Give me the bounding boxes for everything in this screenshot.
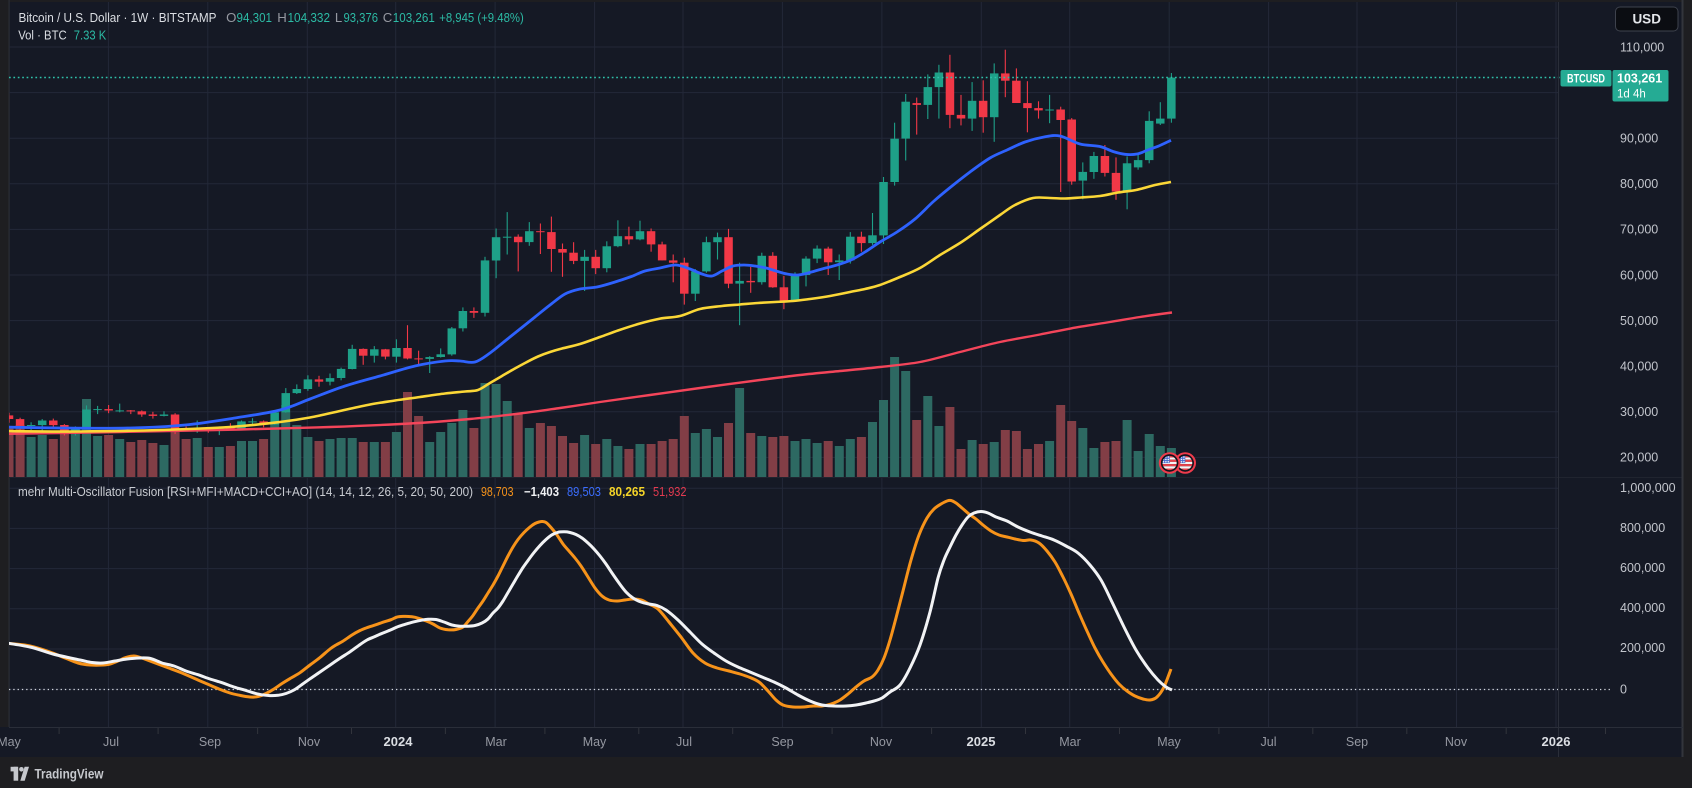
svg-text:70,000: 70,000 <box>1620 223 1658 237</box>
svg-text:98,703: 98,703 <box>481 485 514 499</box>
svg-text:Vol · BTC: Vol · BTC <box>18 28 66 43</box>
svg-text:H: H <box>277 10 287 25</box>
svg-text:1d 4h: 1d 4h <box>1617 89 1646 101</box>
svg-text:40,000: 40,000 <box>1620 360 1658 374</box>
svg-text:104,332: 104,332 <box>288 10 331 25</box>
svg-text:0: 0 <box>1620 683 1627 697</box>
svg-text:89,503: 89,503 <box>567 485 601 499</box>
svg-text:94,301: 94,301 <box>237 10 273 25</box>
svg-text:30,000: 30,000 <box>1620 405 1658 419</box>
svg-text:Sep: Sep <box>771 735 793 749</box>
svg-text:93,376: 93,376 <box>344 10 379 25</box>
svg-text:Mar: Mar <box>485 735 507 749</box>
svg-text:60,000: 60,000 <box>1620 268 1658 282</box>
svg-text:May: May <box>1157 735 1181 749</box>
svg-text:USD: USD <box>1632 12 1661 27</box>
svg-text:7.33 K: 7.33 K <box>74 28 107 43</box>
svg-text:May: May <box>583 735 607 749</box>
svg-text:May: May <box>0 735 22 749</box>
svg-text:2025: 2025 <box>967 734 996 749</box>
svg-text:80,265: 80,265 <box>609 485 645 499</box>
svg-text:TradingView: TradingView <box>35 766 104 781</box>
svg-text:20,000: 20,000 <box>1620 451 1658 465</box>
svg-text:50,000: 50,000 <box>1620 314 1658 328</box>
svg-text:O: O <box>226 10 236 25</box>
svg-text:L: L <box>335 10 342 25</box>
svg-text:800,000: 800,000 <box>1620 521 1665 535</box>
svg-text:103,261: 103,261 <box>1617 71 1662 85</box>
svg-text:Bitcoin / U.S. Dollar · 1W · B: Bitcoin / U.S. Dollar · 1W · BITSTAMP <box>19 10 217 25</box>
svg-text:Nov: Nov <box>870 735 893 749</box>
svg-text:2026: 2026 <box>1542 734 1571 749</box>
svg-text:90,000: 90,000 <box>1620 132 1658 146</box>
svg-text:Sep: Sep <box>1346 735 1368 749</box>
svg-text:Mar: Mar <box>1059 735 1081 749</box>
svg-text:+8,945 (+9.48%): +8,945 (+9.48%) <box>439 10 524 25</box>
svg-text:−1,403: −1,403 <box>524 485 559 499</box>
svg-text:BTCUSD: BTCUSD <box>1567 74 1605 86</box>
svg-text:C: C <box>383 10 393 25</box>
svg-text:51,932: 51,932 <box>653 485 687 499</box>
svg-text:103,261: 103,261 <box>393 10 435 25</box>
svg-text:Nov: Nov <box>298 735 321 749</box>
svg-text:400,000: 400,000 <box>1620 601 1665 615</box>
svg-text:Jul: Jul <box>103 735 119 749</box>
svg-text:1,000,000: 1,000,000 <box>1620 481 1676 495</box>
svg-text:80,000: 80,000 <box>1620 177 1658 191</box>
svg-text:600,000: 600,000 <box>1620 561 1665 575</box>
svg-text:2024: 2024 <box>384 734 414 749</box>
svg-text:Sep: Sep <box>199 735 221 749</box>
svg-text:110,000: 110,000 <box>1620 40 1664 54</box>
svg-text:mehr Multi-Oscillator Fusion [: mehr Multi-Oscillator Fusion [RSI+MFI+MA… <box>18 485 473 499</box>
svg-text:Nov: Nov <box>1445 735 1468 749</box>
svg-text:200,000: 200,000 <box>1620 641 1665 655</box>
svg-text:Jul: Jul <box>676 735 692 749</box>
svg-text:Jul: Jul <box>1261 735 1277 749</box>
